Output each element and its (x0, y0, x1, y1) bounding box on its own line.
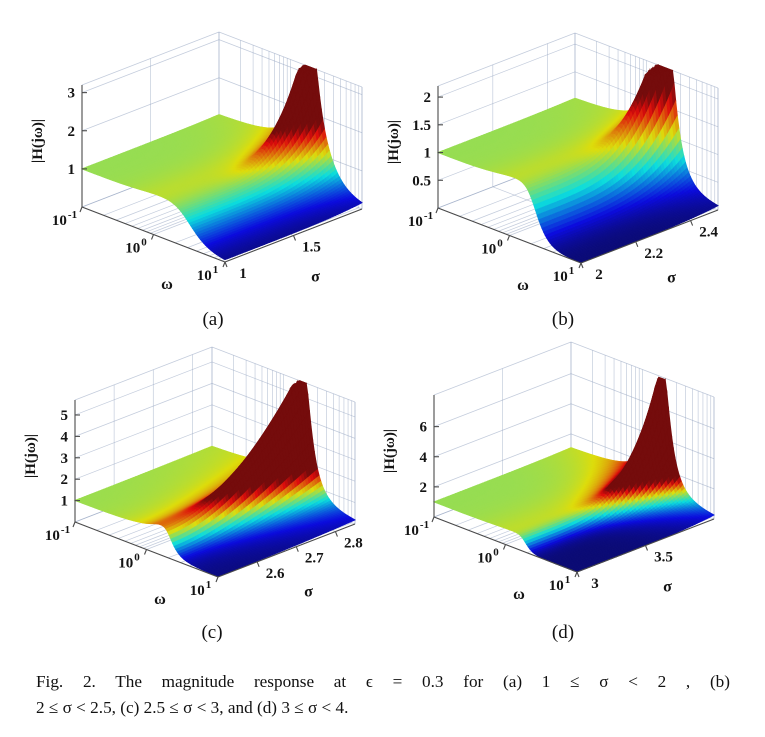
caption-line-2: 2 ≤ σ < 2.5, (c) 2.5 ≤ σ < 3, and (d) 3 … (36, 698, 349, 717)
figure-caption: Fig. 2. The magnitude response at ϵ = 0.… (36, 669, 730, 721)
caption-line-1: Fig. 2. The magnitude response at ϵ = 0.… (36, 672, 730, 691)
panel-label-c: (c) (201, 622, 223, 643)
panel-label-a: (a) (202, 309, 224, 330)
surface-plot-c (0, 340, 372, 654)
surface-plot-b (356, 28, 728, 342)
panel-label-d: (d) (551, 622, 575, 643)
panel-label-b: (b) (551, 309, 575, 330)
surface-plot-a (0, 28, 372, 342)
surface-plot-d (356, 340, 728, 654)
